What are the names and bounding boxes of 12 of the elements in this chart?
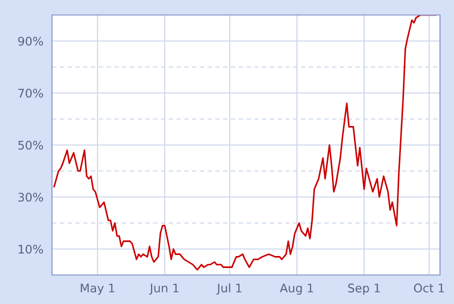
- x-tick-label: May 1: [80, 284, 114, 295]
- x-tick-label: Sep 1: [348, 284, 380, 295]
- y-tick-label: 10%: [18, 244, 44, 254]
- x-tick-label: Jun 1: [149, 284, 178, 295]
- y-tick-label: 50%: [18, 140, 44, 150]
- line-series: [53, 15, 436, 271]
- y-tick-label: 30%: [18, 192, 44, 202]
- x-tick-label: Aug 1: [280, 284, 314, 295]
- y-tick-label: 90%: [18, 36, 44, 46]
- x-tick-label: Jul 1: [216, 283, 242, 295]
- x-tick-label: Oct 1: [414, 284, 444, 292]
- y-tick-label: 70%: [18, 88, 44, 98]
